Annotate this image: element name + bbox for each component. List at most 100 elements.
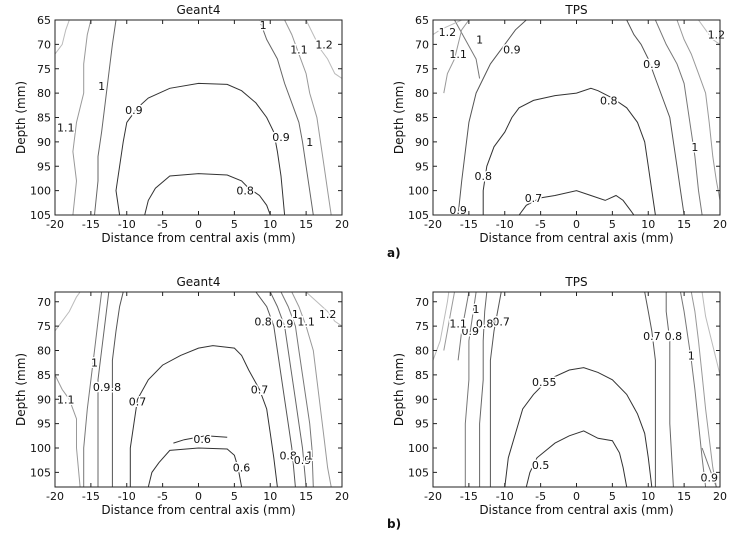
x-tick-label: 0 xyxy=(573,490,580,503)
contour-label: 0.9 xyxy=(272,131,290,144)
contour-label: 0.8 xyxy=(254,315,272,328)
contour-label: 0.9 xyxy=(462,325,480,338)
contour-label: 0.9 xyxy=(503,43,521,56)
y-tick-label: 105 xyxy=(30,466,51,479)
contour-line-0_6 xyxy=(147,447,243,487)
contour-label: 0.8 xyxy=(474,170,492,183)
x-tick-label: 20 xyxy=(335,218,349,231)
contour-label: 0.7 xyxy=(129,396,147,409)
x-tick-label: 15 xyxy=(299,218,313,231)
y-tick-label: 80 xyxy=(37,345,51,358)
contour-line-0_8 xyxy=(482,87,656,215)
y-axis-label: Depth (mm) xyxy=(392,353,406,426)
contour-line-1 xyxy=(654,20,703,215)
contour-label: 1.1 xyxy=(290,43,308,56)
contour-label: 0.9 xyxy=(294,454,312,467)
contour-label: 0.9 xyxy=(93,381,111,394)
x-tick-label: 0 xyxy=(195,218,202,231)
x-tick-label: 20 xyxy=(335,490,349,503)
contour-label: 1 xyxy=(91,357,98,370)
contour-line-0_7 xyxy=(644,292,656,487)
x-tick-label: 5 xyxy=(609,490,616,503)
x-tick-label: -10 xyxy=(496,218,514,231)
plot-area-frame xyxy=(432,19,721,216)
chart-title: TPS xyxy=(564,3,587,17)
x-tick-label: -5 xyxy=(535,218,546,231)
contour-line-1_1 xyxy=(676,20,720,201)
y-tick-label: 70 xyxy=(415,296,429,309)
contour-label: 0.8 xyxy=(104,381,122,394)
x-tick-label: 15 xyxy=(677,490,691,503)
x-tick-label: 20 xyxy=(713,218,727,231)
y-tick-label: 90 xyxy=(37,393,51,406)
contour-label: 0.9 xyxy=(643,58,661,71)
contour-label: 1 xyxy=(306,136,313,149)
y-tick-label: 95 xyxy=(415,160,429,173)
contour-line-0_9 xyxy=(626,20,685,215)
contour-line-1_1 xyxy=(284,20,332,215)
x-tick-label: 20 xyxy=(713,490,727,503)
x-tick-label: 10 xyxy=(263,218,277,231)
x-axis-label: Distance from central axis (mm) xyxy=(479,231,673,245)
contour-line-0_5 xyxy=(525,430,628,487)
contour-line-1 xyxy=(457,292,470,361)
y-tick-label: 100 xyxy=(408,185,429,198)
contour-label: 1.1 xyxy=(57,393,75,406)
contour-line-0_8 xyxy=(479,292,488,487)
contour-line-0_7 xyxy=(518,190,635,215)
contour-line-1 xyxy=(83,292,103,487)
contour-line-0_7 xyxy=(129,345,278,487)
x-tick-label: -20 xyxy=(424,218,442,231)
contour-line-0_8 xyxy=(111,292,124,487)
y-tick-label: 90 xyxy=(37,136,51,149)
y-tick-label: 85 xyxy=(37,112,51,125)
contour-label: 0.6 xyxy=(233,462,251,475)
contour-line-1_1 xyxy=(443,20,470,94)
x-tick-label: -10 xyxy=(118,218,136,231)
contour-line-0_9 xyxy=(464,292,477,487)
contour-label: 0.7 xyxy=(643,330,661,343)
x-tick-label: 10 xyxy=(263,490,277,503)
y-tick-label: 100 xyxy=(30,185,51,198)
contour-line-1 xyxy=(259,20,314,215)
y-tick-label: 95 xyxy=(37,160,51,173)
contour-label: 1 xyxy=(98,80,105,93)
x-tick-label: -5 xyxy=(535,490,546,503)
contour-line-1_1 xyxy=(443,292,455,351)
contour-line-1 xyxy=(454,20,481,79)
contour-label: 1.2 xyxy=(708,29,726,42)
y-axis-label: Depth (mm) xyxy=(14,81,28,154)
chart-title: Geant4 xyxy=(177,3,221,17)
y-tick-label: 100 xyxy=(30,442,51,455)
chart-title: TPS xyxy=(564,275,587,289)
contour-label: 1.2 xyxy=(439,26,457,39)
contour-label: 0.8 xyxy=(236,185,254,198)
contour-line-1_2 xyxy=(698,20,720,45)
contour-label: 1.2 xyxy=(315,38,333,51)
contour-label: 1 xyxy=(292,308,299,321)
x-tick-label: 5 xyxy=(231,218,238,231)
contour-line-0_8 xyxy=(665,292,674,487)
y-tick-label: 75 xyxy=(415,63,429,76)
contour-lines xyxy=(433,292,720,487)
contour-label: 0.8 xyxy=(600,94,618,107)
x-tick-label: -5 xyxy=(157,218,168,231)
y-tick-label: 65 xyxy=(37,14,51,27)
y-tick-label: 70 xyxy=(37,38,51,51)
contour-line-1_2 xyxy=(305,20,342,79)
x-tick-label: 5 xyxy=(609,218,616,231)
contour-label: 0.55 xyxy=(532,376,557,389)
y-tick-label: 75 xyxy=(37,320,51,333)
x-tick-label: -15 xyxy=(82,490,100,503)
contour-label: 1.1 xyxy=(57,121,75,134)
contour-line-1_2 xyxy=(433,292,450,361)
contour-line-1_1 xyxy=(690,292,717,487)
contour-line-0_6 xyxy=(173,435,228,444)
contour-label: 0.7 xyxy=(492,315,510,328)
x-tick-label: -20 xyxy=(424,490,442,503)
contour-line-0_9 xyxy=(457,20,527,215)
x-tick-label: 10 xyxy=(641,490,655,503)
